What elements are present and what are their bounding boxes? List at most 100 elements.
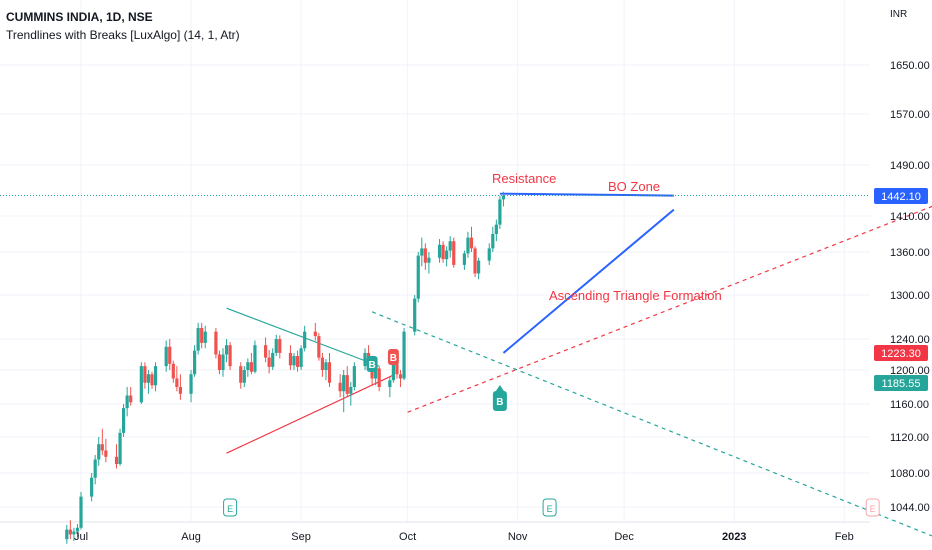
lux-downtrend-2 xyxy=(371,311,932,537)
lux-uptrend-2 xyxy=(407,205,932,413)
candle xyxy=(104,450,108,457)
candle xyxy=(193,350,197,375)
x-tick-label: Nov xyxy=(508,531,528,543)
candle xyxy=(171,363,175,379)
candle xyxy=(139,366,143,403)
candle xyxy=(274,339,278,353)
candle xyxy=(143,366,147,383)
candle xyxy=(278,339,282,353)
candle xyxy=(324,362,328,370)
candle xyxy=(271,352,275,367)
candle xyxy=(100,444,104,451)
chart-legend: CUMMINS INDIA, 1D, NSE Trendlines with B… xyxy=(6,8,240,44)
candle xyxy=(391,356,395,381)
indicator-label[interactable]: Trendlines with Breaks [LuxAlgo] (14, 1,… xyxy=(6,28,240,42)
break-marker-up-large-label: B xyxy=(496,397,503,408)
price-axis[interactable]: INR 1044.00 1080.00 1120.00 1160.00 1200.00 12… xyxy=(890,9,930,514)
candle xyxy=(72,531,76,535)
time-axis[interactable]: Jul Aug Sep Oct Nov Dec 2023 Feb xyxy=(74,531,854,543)
candle xyxy=(288,352,293,366)
candle xyxy=(164,346,168,367)
candle xyxy=(246,362,250,370)
y-tick-label: 1120.00 xyxy=(890,432,929,444)
candles xyxy=(65,191,506,544)
candle xyxy=(441,244,445,260)
earnings-marker xyxy=(865,498,880,517)
break-marker-up-label: B xyxy=(368,360,375,371)
ascending-support-line xyxy=(502,208,675,354)
candle xyxy=(168,346,172,364)
price-badge xyxy=(874,188,928,204)
y-tick-label: 1650.00 xyxy=(890,60,930,72)
candle xyxy=(402,331,406,379)
candle xyxy=(448,241,452,251)
annotations: B B B E E E Resistance BO Zone Ascending Triangl… xyxy=(223,171,880,517)
candle xyxy=(423,248,427,263)
candle xyxy=(221,354,225,370)
candle xyxy=(93,459,97,478)
price-badge-label: 1223.30 xyxy=(881,348,921,360)
candle xyxy=(90,477,94,497)
x-tick-label: Jul xyxy=(74,531,88,543)
y-tick-label: 1240.00 xyxy=(890,334,930,346)
y-tick-label: 1490.00 xyxy=(890,160,930,172)
price-badge xyxy=(874,345,928,361)
candle xyxy=(118,432,122,464)
candle xyxy=(498,199,502,225)
candle xyxy=(224,345,229,355)
candle xyxy=(477,260,481,274)
candle xyxy=(413,298,417,332)
candle xyxy=(494,224,498,234)
y-tick-label: 1044.00 xyxy=(890,502,930,514)
candle xyxy=(97,444,101,460)
candle xyxy=(420,248,424,256)
candle xyxy=(292,356,296,366)
candle xyxy=(345,375,349,394)
x-tick-label: Sep xyxy=(291,531,311,543)
candle xyxy=(146,374,151,383)
candle xyxy=(203,331,207,343)
candle xyxy=(342,375,346,392)
candle xyxy=(214,331,218,355)
candle xyxy=(313,331,317,337)
earnings-marker-label: E xyxy=(547,504,553,514)
x-tick-label: Aug xyxy=(181,531,201,543)
break-marker-arrow xyxy=(495,385,504,391)
candle xyxy=(253,345,257,372)
resistance-line xyxy=(499,192,674,197)
price-badge xyxy=(874,375,928,391)
candle xyxy=(416,255,420,299)
candle xyxy=(473,248,477,274)
candle xyxy=(491,234,495,249)
candle xyxy=(303,331,307,349)
y-tick-label: 1570.00 xyxy=(890,109,930,121)
candle xyxy=(395,356,399,375)
candle xyxy=(338,382,342,392)
candle xyxy=(349,387,353,394)
earnings-marker xyxy=(542,498,557,517)
symbol-title[interactable]: CUMMINS INDIA, 1D, NSE xyxy=(6,10,153,24)
y-tick-label: 1160.00 xyxy=(890,399,929,411)
y-tick-label: 1200.00 xyxy=(890,365,930,377)
candle xyxy=(200,328,204,343)
candle xyxy=(217,354,222,370)
candle xyxy=(487,248,491,261)
candle xyxy=(501,195,506,200)
annotation-text: Resistance xyxy=(492,171,556,186)
price-badges: 1442.10 1223.30 1185.55 xyxy=(874,188,928,391)
candle xyxy=(445,250,449,260)
candle xyxy=(320,357,324,370)
price-badge-label: 1442.10 xyxy=(881,191,921,203)
earnings-marker xyxy=(223,498,238,517)
candle xyxy=(129,395,133,403)
earnings-marker-label: E xyxy=(227,504,233,514)
candle xyxy=(228,345,232,367)
earnings-marker-label: E xyxy=(870,504,876,514)
candle xyxy=(175,378,179,387)
break-marker-down-box xyxy=(387,349,399,365)
lux-uptrend-1 xyxy=(226,374,394,454)
candle xyxy=(363,352,367,367)
candle xyxy=(299,348,303,367)
candle xyxy=(239,366,243,383)
